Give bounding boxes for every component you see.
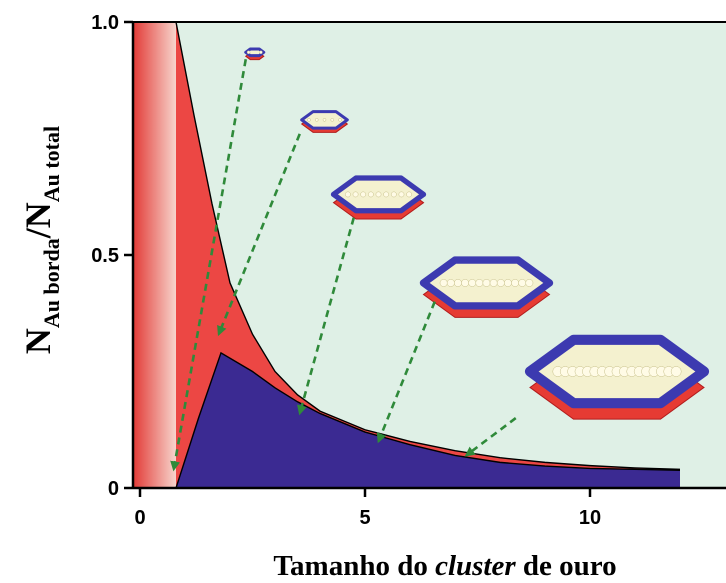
cluster-5 [524, 334, 710, 420]
y-tick-label: 0 [108, 478, 119, 500]
cluster-top-face [244, 47, 266, 58]
x-tick-label: 0 [134, 507, 145, 529]
upper-boundary-line [175, 22, 681, 471]
corner-fraction-area [176, 352, 680, 488]
y-tick-label: 0.5 [91, 245, 119, 267]
cluster-atom [482, 279, 491, 287]
arrow-5 [464, 417, 517, 457]
cluster-atom [406, 191, 412, 198]
cluster-3 [330, 175, 427, 220]
cluster-atom [503, 279, 512, 287]
cluster-atom [383, 191, 390, 198]
axes: 0 0.5 1.0 0 5 10 [91, 12, 726, 529]
cluster-atom [322, 118, 327, 122]
cluster-atom [468, 279, 477, 287]
cluster-atom [345, 191, 351, 198]
x-tick-label: 5 [359, 507, 370, 529]
plot-area [133, 22, 726, 488]
cluster-1 [244, 47, 266, 61]
x-tick-label: 10 [579, 507, 601, 529]
corner-boundary-line [175, 351, 681, 488]
cluster-atom [360, 191, 367, 198]
cluster-atom [330, 118, 335, 122]
cluster-atom [246, 50, 251, 55]
cluster-atom [496, 279, 505, 287]
cluster-atom [446, 279, 455, 287]
cluster-atom [511, 279, 519, 287]
cluster-4 [419, 256, 554, 318]
cluster-atom [375, 191, 382, 198]
cluster-atom [518, 279, 527, 287]
cluster-atom [461, 279, 470, 287]
cluster-2 [300, 110, 349, 133]
x-axis-label: Tamanho do cluster de ouro [273, 550, 616, 582]
arrow-1 [170, 59, 248, 472]
arrow-2 [217, 133, 301, 337]
cluster-atom [259, 50, 263, 55]
cluster-atom [525, 279, 534, 287]
y-axis-label: NAu borda/NAu total [18, 126, 64, 354]
cluster-atom [439, 279, 448, 287]
arrow-4 [376, 301, 436, 444]
y-tick-label: 1.0 [91, 12, 119, 34]
cluster-atom [475, 279, 484, 287]
cluster-atom [307, 118, 311, 122]
edge-gradient-region [133, 22, 176, 488]
cluster-atom [367, 191, 374, 198]
cluster-atom [398, 191, 405, 198]
plot-clip-group [133, 22, 726, 488]
cluster-atom [670, 366, 682, 377]
cluster-atom [314, 118, 319, 122]
cluster-atom [489, 279, 498, 287]
cluster-atom [454, 279, 462, 287]
cluster-atom [390, 191, 397, 198]
cluster-atom [338, 118, 342, 122]
arrow-3 [297, 217, 356, 416]
cluster-atom [352, 191, 359, 198]
